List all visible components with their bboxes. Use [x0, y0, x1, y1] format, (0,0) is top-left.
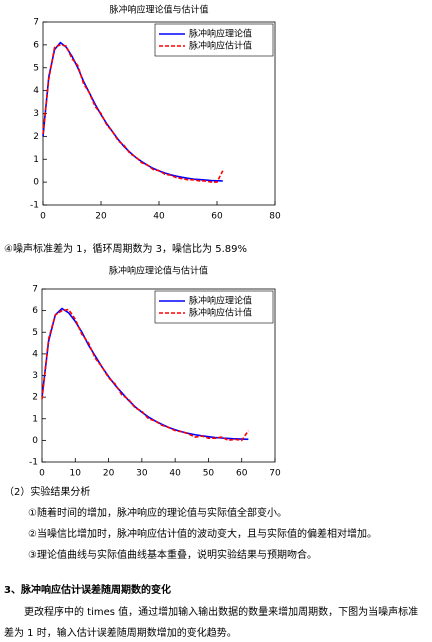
- data-line: [42, 41, 223, 182]
- legend-label: 脉冲响应理论值: [189, 295, 252, 307]
- y-tick-label: 6: [33, 40, 39, 50]
- y-tick-label: -1: [29, 458, 38, 468]
- y-tick-label: 0: [33, 178, 39, 188]
- data-line: [41, 308, 250, 442]
- chart-title: 脉冲响应理论值与估计值: [109, 265, 208, 277]
- data-line: [41, 307, 249, 441]
- x-tick-label: 40: [169, 469, 181, 479]
- list-item: ①随着时间的增加，脉冲响应的理论值与实际值全部变小。: [28, 508, 287, 519]
- x-tick-label: 0: [39, 469, 45, 479]
- heading: 3、脉冲响应估计误差随周期数的变化: [4, 585, 171, 596]
- chart-title: 脉冲响应理论值与估计值: [109, 4, 208, 16]
- x-tick-label: 40: [153, 212, 165, 222]
- x-tick-label: 20: [103, 469, 115, 479]
- list-item: ③理论值曲线与实际值曲线基本重叠，说明实验结果与预期吻合。: [28, 550, 317, 561]
- x-tick-label: 30: [136, 469, 148, 479]
- y-tick-label: 1: [33, 155, 39, 165]
- y-tick-label: 2: [32, 393, 38, 403]
- legend-label: 脉冲响应估计值: [189, 307, 252, 319]
- y-tick-label: 1: [32, 414, 38, 424]
- x-tick-label: 60: [211, 212, 223, 222]
- y-tick-label: 7: [32, 285, 38, 295]
- y-tick-label: 0: [32, 436, 38, 446]
- legend-label: 脉冲响应理论值: [189, 28, 252, 40]
- y-tick-label: 6: [32, 306, 38, 316]
- y-tick-label: 2: [33, 132, 39, 142]
- caption: ④噪声标准差为 1，循环周期数为 3，噪信比为 5.89%: [4, 244, 247, 255]
- x-tick-label: 50: [203, 469, 215, 479]
- section-title: （2）实验结果分析: [4, 487, 91, 498]
- legend-label: 脉冲响应估计值: [189, 40, 252, 52]
- x-tick-label: 0: [40, 212, 46, 222]
- legend-box: [154, 23, 274, 57]
- x-tick-label: 70: [269, 469, 281, 479]
- paragraph: 更改程序中的 times 值，通过增加输入输出数据的数量来增加周期数，下图为当噪…: [4, 607, 419, 639]
- x-tick-label: 10: [70, 469, 82, 479]
- y-tick-label: -1: [30, 201, 39, 211]
- y-tick-label: 5: [32, 328, 38, 338]
- x-tick-label: 80: [269, 212, 281, 222]
- list-item: ②当噪信比增加时，脉冲响应估计值的波动变大，且与实际值的偏差相对增加。: [28, 529, 377, 540]
- y-tick-label: 5: [33, 63, 39, 73]
- data-line: [42, 44, 224, 183]
- x-tick-label: 20: [95, 212, 107, 222]
- x-tick-label: 60: [236, 469, 248, 479]
- y-tick-label: 4: [33, 86, 39, 96]
- y-tick-label: 4: [32, 349, 38, 359]
- y-tick-label: 7: [33, 18, 39, 28]
- legend-box: [154, 290, 274, 324]
- y-tick-label: 3: [33, 109, 39, 119]
- y-tick-label: 3: [32, 371, 38, 381]
